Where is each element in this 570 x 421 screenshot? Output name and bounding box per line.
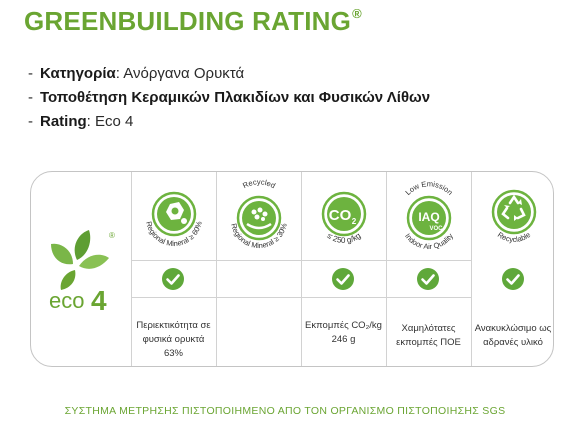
product-info-list: - Κατηγορία: Ανόργανα Ορυκτά - Τοποθέτηση …: [28, 62, 430, 134]
application-label: Τοποθέτηση Κεραμικών Πλακιδίων και Φυσικ…: [40, 89, 431, 106]
recyclable-icon: Recyclable: [491, 189, 537, 244]
divider: [131, 172, 132, 366]
category-label: Κατηγορία: [40, 65, 116, 82]
co2-icon-subscript: 2: [352, 217, 357, 226]
rating-value: Eco 4: [90, 113, 134, 130]
recycled-regional-mineral-30-icon: Recycled Regional Mineral ≥ 30%: [229, 177, 289, 250]
rating-card: eco 4 ® Regional Mineral ≥ 60% Recycled …: [30, 171, 554, 367]
divider: [301, 172, 302, 366]
divider: [131, 297, 471, 298]
check-icon: [162, 268, 184, 290]
logo-text: eco: [49, 288, 84, 313]
rating-label: Rating: [40, 113, 87, 130]
criterion-description: Χαμηλότατες εκπομπές ΠΟΕ: [396, 323, 461, 348]
divider: [471, 172, 472, 366]
logo-number: 4: [91, 285, 107, 316]
category-line: - Κατηγορία: Ανόργανα Ορυκτά: [28, 65, 245, 82]
registered-mark: ®: [352, 6, 362, 21]
co2-icon-text: CO: [329, 207, 352, 224]
certification-footer: ΣΥΣΤΗΜΑ ΜΕΤΡΗΣΗΣ ΠΙΣΤΟΠΟΙΗΜΕΝΟ ΑΠΟ ΤΟΝ Ο…: [64, 405, 506, 417]
logo-registered-mark: ®: [109, 231, 115, 240]
iaq-icon-text: IAQ: [418, 210, 439, 224]
category-value: Ανόργανα Ορυκτά: [119, 65, 245, 82]
iaq-voc-icon: IAQ VOC Low Emission Indoor Air Quality: [403, 179, 455, 251]
criterion-description: Περιεκτικότητα σε φυσικά ορυκτά 63%: [136, 320, 211, 359]
svg-text:Recycled: Recycled: [241, 177, 277, 190]
application-line: - Τοποθέτηση Κεραμικών Πλακιδίων και Φυσι…: [28, 89, 431, 106]
svg-text:Low Emission: Low Emission: [403, 179, 454, 197]
eco4-logo: eco 4 ®: [49, 230, 115, 316]
check-icon: [502, 268, 524, 290]
leaf-icon: [51, 230, 109, 290]
check-icon: [332, 268, 354, 290]
divider: [386, 172, 387, 366]
curved-label: Recyclable: [496, 230, 532, 244]
co2-icon: CO 2 ≤ 250 g/kg: [321, 191, 367, 245]
title-text: GREENBUILDING RATING: [24, 6, 352, 36]
check-icon: [417, 268, 439, 290]
curved-label: ≤ 250 g/kg: [326, 231, 363, 245]
top-label: Low Emission: [403, 179, 454, 197]
voc-icon-text: VOC: [429, 226, 443, 232]
top-label: Recycled: [241, 177, 277, 190]
criterion-description: Ανακυκλώσιμο ως αδρανές υλικό: [474, 323, 552, 348]
divider: [131, 260, 471, 261]
page-title: GREENBUILDING RATING®: [24, 6, 362, 37]
criterion-description: Εκπομπές CO₂/kg 246 g: [305, 320, 382, 345]
svg-text:Recyclable: Recyclable: [496, 230, 532, 244]
divider: [216, 172, 217, 366]
regional-mineral-60-icon: Regional Mineral ≥ 60%: [144, 191, 204, 248]
rating-line: - Rating: Eco 4: [28, 113, 134, 130]
svg-text:≤ 250 g/kg: ≤ 250 g/kg: [326, 231, 363, 245]
